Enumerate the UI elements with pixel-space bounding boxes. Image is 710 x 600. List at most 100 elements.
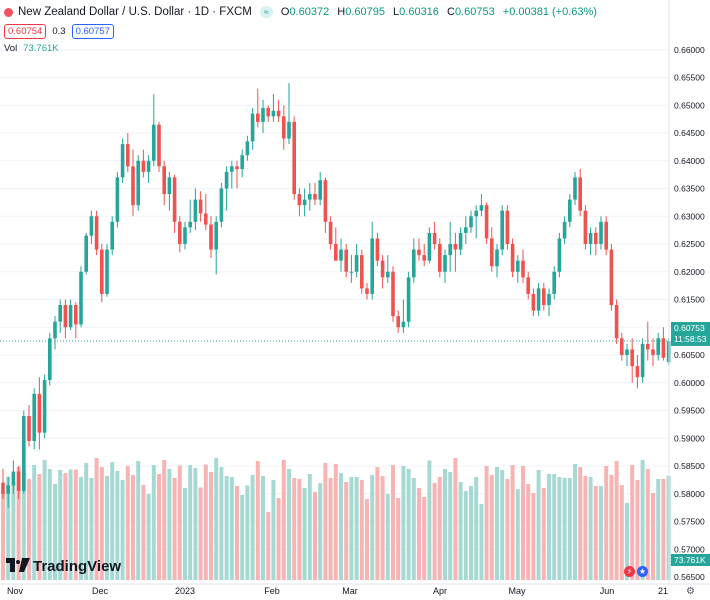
candle-body [100, 249, 104, 294]
volume-bar [375, 467, 380, 580]
price-tick-label: 0.57500 [674, 517, 705, 527]
candle-body [214, 221, 218, 250]
time-tick-label: Mar [342, 586, 358, 596]
candle-body [167, 177, 172, 195]
volume-bar [136, 461, 141, 580]
volume-bar [94, 458, 99, 580]
volume-bar [359, 480, 364, 580]
candle-body [204, 213, 208, 225]
candle-body [224, 171, 229, 189]
price-tick-label: 0.58000 [674, 489, 705, 499]
volume-bar [541, 488, 546, 580]
tradingview-logo[interactable]: TradingView [6, 557, 121, 576]
candle-body [531, 293, 536, 311]
volume-bar [458, 482, 463, 580]
candle-body [282, 116, 286, 139]
symbol-title[interactable]: New Zealand Dollar / U.S. Dollar · 1D · … [18, 6, 252, 18]
candle-body [542, 288, 546, 306]
candle-body [287, 121, 291, 139]
price-tick-label: 0.64500 [674, 128, 705, 138]
settings-gear-icon[interactable]: ⚙ [686, 586, 695, 597]
volume-bar [349, 477, 354, 580]
buy-button[interactable]: 0.60757 [71, 23, 114, 39]
volume-label[interactable]: Vol [4, 43, 18, 54]
close-label: C [446, 6, 455, 18]
time-tick-label: Jun [600, 586, 615, 596]
candle-body [302, 199, 307, 206]
candle-body [136, 160, 140, 206]
candle-body [469, 216, 473, 228]
spread-value: 0.3 [52, 25, 66, 37]
logo-text: TradingView [33, 558, 122, 575]
candle-body [22, 416, 26, 491]
candle-body [27, 416, 31, 442]
candle-body [344, 249, 348, 272]
volume-bar [505, 479, 510, 580]
chart-legend: New Zealand Dollar / U.S. Dollar · 1D · … [4, 4, 602, 57]
volume-bar [432, 483, 437, 580]
candle-body [94, 216, 99, 250]
volume-bar [489, 475, 494, 580]
volume-bar [463, 491, 468, 580]
candle-body [406, 277, 411, 322]
candle-body [146, 160, 151, 172]
volume-bar [245, 485, 250, 580]
volume-bar [266, 512, 271, 580]
volume-bar [557, 477, 562, 580]
volume-bar [547, 474, 551, 580]
volume-bar [645, 469, 650, 580]
candle-body [547, 293, 551, 306]
candle-body [614, 305, 619, 339]
volume-bar [443, 469, 447, 580]
candle-body [256, 113, 260, 122]
volume-bar [552, 474, 557, 580]
candle-body [131, 166, 135, 206]
candle-body [479, 205, 484, 211]
volume-bar [99, 467, 104, 580]
volume-bar [250, 475, 255, 580]
time-axis[interactable]: Nov Dec 2023 Feb Mar Apr May Jun 21 [7, 586, 668, 596]
flash-icon[interactable]: ⚡ [624, 566, 635, 577]
time-tick-label: May [508, 586, 526, 596]
candle-body [74, 305, 78, 325]
volume-bar [167, 469, 172, 580]
volume-bar [573, 464, 577, 580]
volume-bar [339, 473, 343, 580]
price-axis[interactable]: 0.66000 0.65500 0.65000 0.64500 0.64000 0.635… [674, 45, 705, 582]
candle-body [599, 221, 603, 244]
candle-body [120, 144, 125, 178]
volume-bar [16, 467, 21, 580]
candle-body [630, 349, 634, 367]
status-pill[interactable]: ≈ [259, 6, 273, 18]
volume-bar [437, 477, 442, 580]
volume-bar [42, 460, 47, 580]
price-tick-label: 0.65500 [674, 73, 705, 83]
volume-bar [63, 473, 68, 580]
time-tick-label: 2023 [175, 586, 195, 596]
price-tick-label: 0.62000 [674, 267, 705, 277]
volume-bar [1, 490, 5, 580]
volume-bar [588, 477, 593, 580]
volume-bar [370, 475, 375, 580]
candle-body [68, 305, 73, 328]
candle-body [656, 338, 660, 355]
candle-body [516, 260, 520, 272]
volume-bar [567, 478, 572, 580]
sell-button[interactable]: 0.60754 [4, 23, 47, 39]
candle-body [526, 277, 530, 294]
volume-bar [162, 460, 167, 580]
volume-bar [21, 470, 26, 580]
volume-bar [37, 474, 42, 580]
volume-bar [406, 469, 411, 580]
candle-body [1, 482, 5, 494]
volume-bar [453, 458, 458, 580]
candle-body [386, 271, 390, 278]
candle-body [193, 199, 198, 222]
candle-body [157, 124, 161, 167]
volume-bar [401, 466, 406, 580]
candle-body [365, 288, 369, 294]
candle-body [198, 199, 203, 214]
volume-bar [224, 476, 229, 580]
low-label: L [393, 6, 400, 18]
